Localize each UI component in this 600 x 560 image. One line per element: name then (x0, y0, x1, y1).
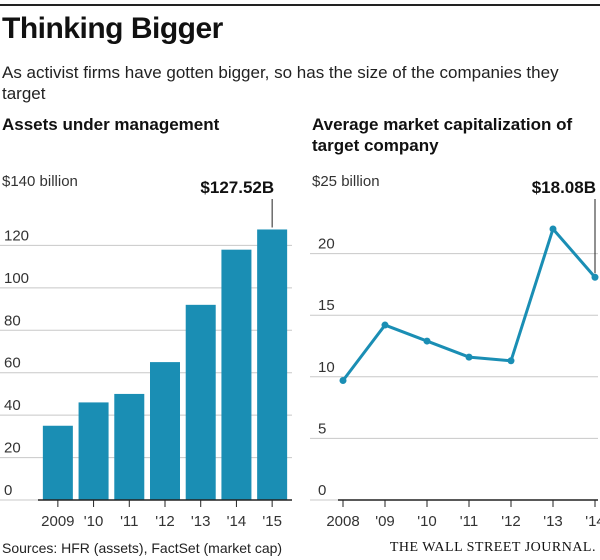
line-x-tick-label: '14 (585, 513, 600, 530)
line-point-2 (423, 337, 431, 345)
line-x-tick-label: 2008 (326, 513, 359, 530)
line-point-5 (549, 225, 557, 233)
line-chart-title: Average market capitalization of target … (312, 115, 573, 155)
bar-1 (78, 402, 109, 500)
bar-y-tick-label: 100 (4, 270, 29, 287)
line-x-tick-label: '10 (417, 513, 437, 530)
line-y-unit-label: $25 billion (312, 173, 380, 190)
bar-x-tick-label: '10 (84, 513, 104, 530)
bar-x-tick-label: '11 (120, 513, 138, 530)
page-subtitle: As activist firms have gotten bigger, so… (2, 63, 559, 103)
bar-y-tick-label: 80 (4, 312, 21, 329)
bar-5 (221, 249, 252, 500)
line-y-tick-label: 10 (318, 359, 335, 376)
bar-0 (42, 425, 73, 500)
bar-x-tick-label: '14 (227, 513, 247, 530)
line-y-tick-label: 20 (318, 236, 335, 253)
publisher-logo: THE WALL STREET JOURNAL. (389, 540, 596, 555)
bar-x-tick-label: 2009 (41, 513, 74, 530)
bar-x-tick-label: '13 (191, 513, 211, 530)
bar-y-tick-label: 120 (4, 227, 29, 244)
line-x-tick-label: '12 (501, 513, 521, 530)
line-point-4 (507, 357, 515, 365)
line-x-tick-label: '13 (543, 513, 563, 530)
line-x-tick-label: '11 (460, 513, 478, 530)
line-point-0 (339, 376, 347, 384)
bar-2 (114, 393, 145, 500)
bar-4 (185, 304, 216, 500)
line-y-tick-label: 15 (318, 297, 335, 314)
line-point-6 (591, 273, 599, 281)
bar-x-tick-label: '15 (262, 513, 282, 530)
bar-y-tick-label: 20 (4, 440, 21, 457)
bar-y-unit-label: $140 billion (2, 173, 78, 190)
bar-y-tick-label: 40 (4, 397, 21, 414)
page-title: Thinking Bigger (2, 12, 223, 45)
bar-callout-label: $127.52B (200, 178, 274, 197)
bar-x-tick-label: '12 (155, 513, 175, 530)
line-callout-label: $18.08B (532, 178, 596, 197)
line-x-tick-label: '09 (375, 513, 395, 530)
bar-y-tick-label: 60 (4, 355, 21, 372)
line-y-tick-label: 0 (318, 482, 326, 499)
bar-3 (150, 362, 180, 500)
line-y-tick-label: 5 (318, 420, 326, 437)
bar-chart-title: Assets under management (2, 115, 220, 134)
source-note: Sources: HFR (assets), FactSet (market c… (2, 540, 283, 556)
bar-6 (257, 229, 288, 500)
line-point-1 (381, 321, 389, 329)
line-point-3 (465, 353, 473, 361)
bar-y-tick-label: 0 (4, 482, 12, 499)
top-rule (0, 4, 600, 6)
